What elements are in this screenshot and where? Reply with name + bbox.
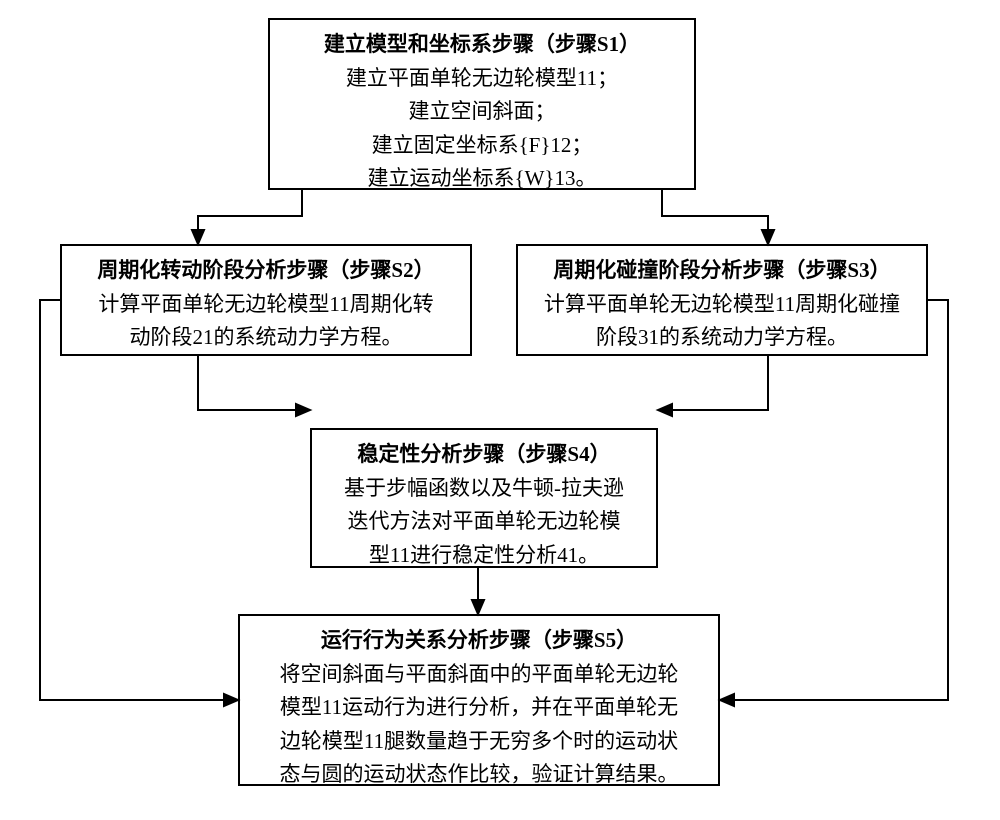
node-s3-body: 计算平面单轮无边轮模型11周期化碰撞 阶段31的系统动力学方程。 <box>532 288 912 355</box>
node-s2-body: 计算平面单轮无边轮模型11周期化转 动阶段21的系统动力学方程。 <box>76 288 456 355</box>
node-s3: 周期化碰撞阶段分析步骤（步骤S3） 计算平面单轮无边轮模型11周期化碰撞 阶段3… <box>516 244 928 356</box>
node-s2-title: 周期化转动阶段分析步骤（步骤S2） <box>76 254 456 288</box>
node-s5-title: 运行行为关系分析步骤（步骤S5） <box>254 624 704 658</box>
node-s1-title: 建立模型和坐标系步骤（步骤S1） <box>284 28 680 62</box>
node-s4-body: 基于步幅函数以及牛顿-拉夫逊 迭代方法对平面单轮无边轮模 型11进行稳定性分析4… <box>326 472 642 573</box>
node-s5-body: 将空间斜面与平面斜面中的平面单轮无边轮 模型11运动行为进行分析，并在平面单轮无… <box>254 658 704 792</box>
node-s2: 周期化转动阶段分析步骤（步骤S2） 计算平面单轮无边轮模型11周期化转 动阶段2… <box>60 244 472 356</box>
node-s4-title: 稳定性分析步骤（步骤S4） <box>326 438 642 472</box>
node-s1-body: 建立平面单轮无边轮模型11； 建立空间斜面； 建立固定坐标系{F}12； 建立运… <box>284 62 680 196</box>
node-s3-title: 周期化碰撞阶段分析步骤（步骤S3） <box>532 254 912 288</box>
node-s4: 稳定性分析步骤（步骤S4） 基于步幅函数以及牛顿-拉夫逊 迭代方法对平面单轮无边… <box>310 428 658 568</box>
node-s1: 建立模型和坐标系步骤（步骤S1） 建立平面单轮无边轮模型11； 建立空间斜面； … <box>268 18 696 190</box>
node-s5: 运行行为关系分析步骤（步骤S5） 将空间斜面与平面斜面中的平面单轮无边轮 模型1… <box>238 614 720 786</box>
flowchart-stage: 建立模型和坐标系步骤（步骤S1） 建立平面单轮无边轮模型11； 建立空间斜面； … <box>0 0 1000 820</box>
